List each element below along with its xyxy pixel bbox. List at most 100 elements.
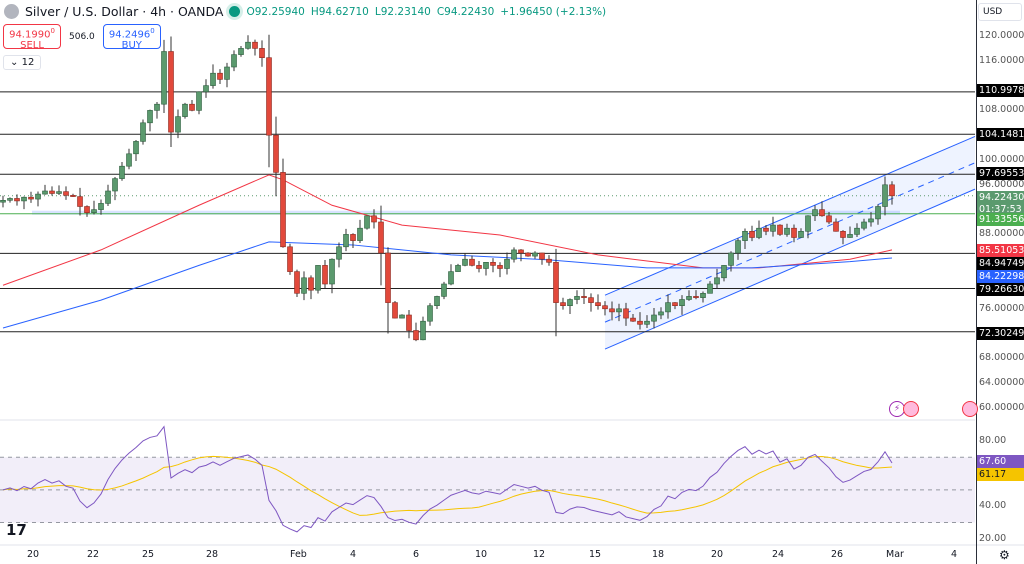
spread-value: 506.0 <box>69 31 95 42</box>
gear-icon[interactable]: ⚙ <box>999 548 1010 562</box>
date-tick: 6 <box>413 549 420 560</box>
candle-up <box>721 265 727 279</box>
rsi-ma-line <box>2 455 893 516</box>
price-tick: 88.00000 <box>979 228 1024 240</box>
candle-down <box>525 252 531 257</box>
candle-down <box>217 72 223 80</box>
support-tag: 91.33556 <box>977 213 1024 226</box>
candle-up <box>245 41 251 49</box>
level-tag: 79.26630 <box>977 283 1024 296</box>
rsi-tick: 20.00 <box>979 532 1007 544</box>
candle-up <box>847 234 853 238</box>
high-value: H94.62710 <box>310 5 369 18</box>
candle-up <box>644 320 650 325</box>
candle-down <box>763 227 769 232</box>
candle-down <box>791 227 797 238</box>
trade-panel: 94.19900 SELL 506.0 94.24960 BUY <box>3 24 161 52</box>
candle-down <box>840 231 846 238</box>
candle-up <box>567 299 573 306</box>
candle-down <box>70 195 76 197</box>
currency-select[interactable]: USD <box>978 3 1022 21</box>
candle-up <box>665 302 671 313</box>
candle-up <box>329 258 335 285</box>
candle-down <box>252 41 258 49</box>
candle-down <box>602 305 608 310</box>
candle-up <box>735 240 741 254</box>
last-price: 94.22430 <box>979 192 1024 203</box>
us-flag-event-icon[interactable] <box>962 401 978 417</box>
candle-up <box>511 249 517 260</box>
candle-down <box>385 252 391 303</box>
candle-up <box>441 283 447 297</box>
candle-down <box>294 271 300 294</box>
candle-up <box>98 203 104 210</box>
candle-up <box>679 299 685 306</box>
candle-up <box>175 116 181 133</box>
candle-down <box>518 249 524 254</box>
candle-up <box>140 122 146 142</box>
candle-up <box>154 103 160 111</box>
date-tick: 20 <box>27 549 40 560</box>
candle-up <box>651 314 657 322</box>
candle-down <box>259 48 265 59</box>
candle-up <box>21 196 27 202</box>
red-ma-tag: 85.51053 <box>977 244 1024 257</box>
candle-up <box>686 296 692 300</box>
date-tick: 15 <box>589 549 602 560</box>
date-tick: 18 <box>652 549 665 560</box>
candle-down <box>581 296 587 298</box>
candle-up <box>728 252 734 266</box>
candle-up <box>182 103 188 117</box>
level-tag: 72.30249 <box>977 327 1024 340</box>
price-tick: 108.00000 <box>979 104 1024 116</box>
blue-moving-average <box>2 241 893 329</box>
level-tag: 97.69553 <box>977 167 1024 180</box>
low-value: L92.23140 <box>374 5 431 18</box>
sell-price: 94.1990 <box>9 29 51 41</box>
open-value: O92.25940 <box>246 5 305 18</box>
support-zone <box>32 210 900 215</box>
price-tick: 60.00000 <box>979 402 1024 413</box>
candle-down <box>49 190 55 194</box>
candle-up <box>343 234 349 248</box>
indicator-count: 12 <box>21 57 35 68</box>
candle-up <box>756 227 762 238</box>
sell-button[interactable]: 94.19900 SELL <box>3 24 61 52</box>
candle-up <box>868 218 874 223</box>
price-axis[interactable] <box>976 0 1024 564</box>
candle-up <box>112 178 118 192</box>
us-flag-event-icon[interactable] <box>903 401 919 417</box>
indicators-collapse-button[interactable]: ⌄ 12 <box>3 55 42 70</box>
candle-down <box>371 215 377 223</box>
channel-upper-line <box>604 135 976 296</box>
candle-up <box>532 252 538 257</box>
candle-down <box>406 314 412 331</box>
candle-up <box>0 200 6 203</box>
date-tick: 28 <box>206 549 219 560</box>
date-tick: 25 <box>142 549 155 560</box>
sell-label: SELL <box>20 40 44 52</box>
candle-up <box>707 283 713 294</box>
candle-up <box>56 191 62 194</box>
candle-up <box>455 265 461 272</box>
candle-up <box>875 206 881 220</box>
candle-down <box>560 302 566 307</box>
candle-up <box>574 296 580 300</box>
rsi-tick: 80.00 <box>979 435 1007 446</box>
currency-label: USD <box>983 7 1003 17</box>
level-tag: 84.94749 <box>977 257 1024 270</box>
candle-down <box>623 308 629 319</box>
blue-ma-tag: 84.22298 <box>977 270 1024 283</box>
price-tick: 76.00000 <box>979 302 1024 314</box>
symbol-title[interactable]: Silver / U.S. Dollar · 4h · OANDA <box>25 4 224 19</box>
buy-button[interactable]: 94.24960 BUY <box>102 24 161 51</box>
candle-down <box>350 234 356 241</box>
chevron-down-icon: ⌄ <box>10 57 19 68</box>
candle-down <box>378 221 384 254</box>
candle-down <box>546 258 552 263</box>
candle-up <box>700 292 706 298</box>
buy-price: 94.2496 <box>108 29 151 41</box>
candle-up <box>434 296 440 306</box>
candle-up <box>105 190 111 204</box>
